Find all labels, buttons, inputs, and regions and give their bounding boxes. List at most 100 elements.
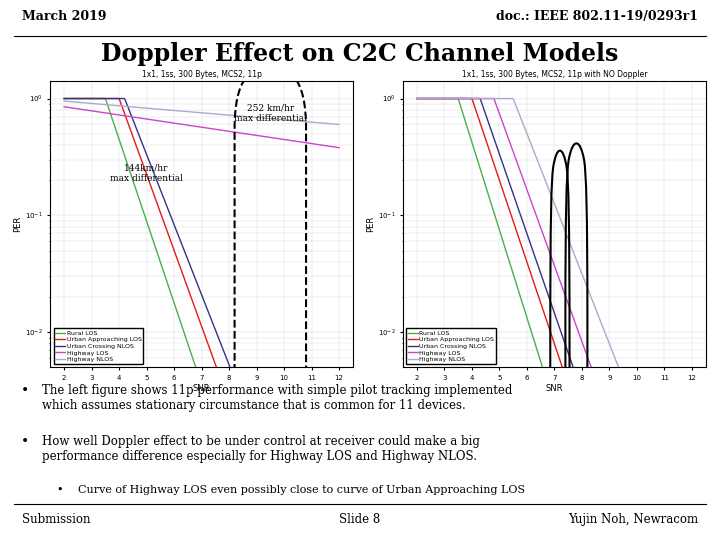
Highway NLOS	[644, 441, 653, 447]
Rural LOS	[60, 95, 69, 102]
Line: Highway LOS: Highway LOS	[417, 98, 692, 449]
Highway LOS	[223, 128, 232, 134]
Urban Approaching LOS	[222, 393, 231, 400]
Highway NLOS	[413, 95, 421, 102]
Urban Crossing NLOS	[688, 446, 696, 452]
Text: Curve of Highway LOS even possibly close to curve of Urban Approaching LOS: Curve of Highway LOS even possibly close…	[78, 485, 525, 495]
Text: Slide 8: Slide 8	[339, 513, 381, 526]
Urban Approaching LOS	[585, 446, 594, 452]
Legend: Rural LOS, Urban Approaching LOS, Urban Crossing NLOS, Highway LOS, Highway NLOS: Rural LOS, Urban Approaching LOS, Urban …	[53, 328, 143, 364]
Highway NLOS	[292, 118, 300, 124]
Highway NLOS	[309, 119, 318, 125]
Urban Approaching LOS	[335, 446, 343, 452]
Highway NLOS	[228, 112, 237, 119]
X-axis label: SNR: SNR	[193, 383, 210, 393]
Title: 1x1, 1ss, 300 Bytes, MCS2, 11p: 1x1, 1ss, 300 Bytes, MCS2, 11p	[142, 70, 261, 79]
Highway LOS	[581, 347, 590, 354]
Urban Approaching LOS	[413, 95, 421, 102]
Highway NLOS	[60, 98, 68, 104]
Urban Crossing NLOS	[598, 446, 606, 452]
Text: Submission: Submission	[22, 513, 90, 526]
Urban Approaching LOS	[688, 446, 696, 452]
Urban Crossing NLOS	[413, 95, 421, 102]
Urban Approaching LOS	[662, 446, 671, 452]
Text: 144km/hr
max differential: 144km/hr max differential	[110, 163, 183, 183]
Text: 252 km/hr
max differential: 252 km/hr max differential	[234, 103, 307, 123]
Urban Approaching LOS	[242, 446, 251, 452]
Highway LOS	[688, 446, 696, 452]
Text: •: •	[22, 384, 30, 398]
Rural LOS	[413, 95, 422, 102]
Urban Approaching LOS	[223, 395, 232, 402]
Rural LOS	[645, 446, 654, 452]
Highway NLOS	[335, 122, 343, 128]
Urban Crossing NLOS	[575, 383, 584, 389]
Urban Approaching LOS	[575, 416, 584, 422]
Urban Crossing NLOS	[228, 370, 237, 376]
Urban Approaching LOS	[645, 446, 654, 452]
Highway NLOS	[60, 98, 69, 104]
Highway LOS	[575, 332, 584, 339]
Urban Approaching LOS	[576, 418, 585, 425]
Legend: Rural LOS, Urban Approaching LOS, Urban Crossing NLOS, Highway LOS, Highway NLOS: Rural LOS, Urban Approaching LOS, Urban …	[406, 328, 496, 364]
Highway NLOS	[413, 95, 422, 102]
Rural LOS	[582, 446, 590, 452]
Line: Highway NLOS: Highway NLOS	[64, 101, 339, 125]
Highway NLOS	[688, 446, 696, 452]
Rural LOS	[292, 446, 301, 452]
Urban Crossing NLOS	[576, 386, 585, 392]
Rural LOS	[688, 446, 696, 452]
Highway NLOS	[576, 267, 585, 274]
Urban Approaching LOS	[60, 95, 69, 102]
Text: Doppler Effect on C2C Channel Models: Doppler Effect on C2C Channel Models	[102, 42, 618, 66]
Line: Urban Crossing NLOS: Urban Crossing NLOS	[417, 98, 692, 449]
Urban Crossing NLOS	[222, 356, 231, 362]
Highway LOS	[413, 95, 422, 102]
Highway LOS	[60, 104, 69, 110]
Y-axis label: PER: PER	[13, 216, 22, 232]
Rural LOS	[310, 446, 318, 452]
Highway NLOS	[662, 446, 671, 452]
Highway LOS	[662, 446, 671, 452]
Urban Approaching LOS	[310, 446, 318, 452]
Highway NLOS	[222, 112, 231, 118]
Text: How well Doppler effect to be under control at receiver could make a big
perform: How well Doppler effect to be under cont…	[42, 435, 480, 463]
Urban Approaching LOS	[60, 95, 68, 102]
Urban Crossing NLOS	[60, 95, 68, 102]
Rural LOS	[60, 95, 68, 102]
Rural LOS	[576, 446, 585, 452]
Highway LOS	[576, 335, 585, 341]
Rural LOS	[229, 446, 238, 452]
Text: doc.: IEEE 802.11-19/0293r1: doc.: IEEE 802.11-19/0293r1	[496, 10, 698, 23]
Title: 1x1, 1ss, 300 Bytes, MCS2, 11p with NO Doppler: 1x1, 1ss, 300 Bytes, MCS2, 11p with NO D…	[462, 70, 647, 79]
Rural LOS	[564, 446, 573, 452]
Highway NLOS	[223, 112, 232, 118]
Urban Crossing NLOS	[581, 399, 590, 405]
Highway NLOS	[575, 265, 584, 272]
Text: •: •	[57, 485, 63, 495]
Rural LOS	[219, 446, 228, 452]
Urban Crossing NLOS	[310, 446, 318, 452]
Urban Crossing NLOS	[60, 95, 69, 102]
Line: Highway NLOS: Highway NLOS	[417, 98, 692, 449]
Text: Yujin Noh, Newracom: Yujin Noh, Newracom	[568, 513, 698, 526]
Urban Approaching LOS	[413, 95, 422, 102]
Urban Crossing NLOS	[662, 446, 671, 452]
Text: The left figure shows 11p performance with simple pilot tracking implemented
whi: The left figure shows 11p performance wi…	[42, 384, 513, 412]
Urban Crossing NLOS	[335, 446, 343, 452]
Line: Urban Crossing NLOS: Urban Crossing NLOS	[64, 98, 339, 449]
Line: Urban Approaching LOS: Urban Approaching LOS	[417, 98, 692, 449]
Urban Crossing NLOS	[292, 446, 301, 452]
Line: Highway LOS: Highway LOS	[64, 107, 339, 147]
Text: March 2019: March 2019	[22, 10, 106, 23]
Line: Rural LOS: Rural LOS	[64, 98, 339, 449]
Text: •: •	[22, 435, 30, 449]
Line: Rural LOS: Rural LOS	[417, 98, 692, 449]
Highway LOS	[60, 104, 68, 110]
Highway LOS	[222, 128, 231, 134]
Urban Approaching LOS	[292, 446, 301, 452]
Rural LOS	[413, 95, 421, 102]
Highway LOS	[413, 95, 421, 102]
Highway LOS	[645, 446, 654, 452]
Urban Crossing NLOS	[223, 359, 232, 365]
